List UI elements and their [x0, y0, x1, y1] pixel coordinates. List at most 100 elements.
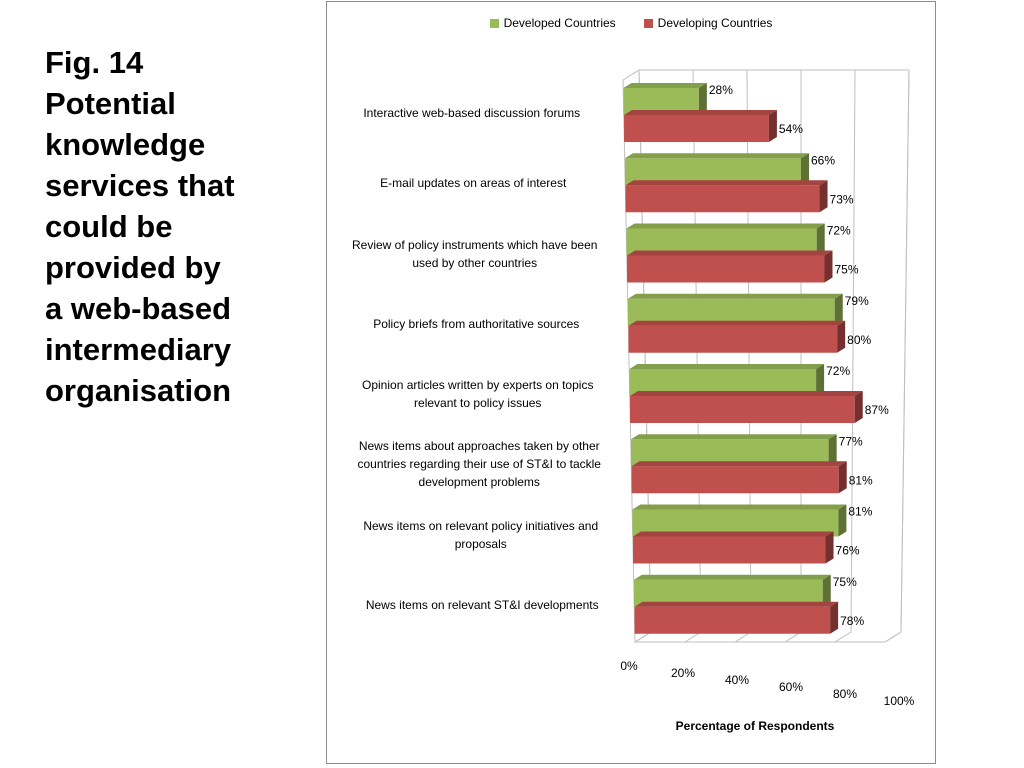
slide-title-line: a web-based — [45, 291, 232, 326]
legend-item-developed: Developed Countries — [489, 16, 616, 30]
category-label-line: News items on relevant policy initiative… — [363, 518, 599, 533]
data-label: 81% — [849, 473, 873, 487]
slide-title-line: Fig. 14 — [45, 45, 144, 80]
category-label-line: used by other countries — [412, 255, 538, 270]
slide-title-line: knowledge — [45, 127, 206, 162]
category-label-line: Interactive web-based discussion forums — [363, 106, 581, 120]
bar-top-face — [631, 461, 847, 467]
category-label-line: development problems — [418, 475, 540, 490]
bar-developing — [634, 606, 831, 634]
category-label-line: Review of policy instruments which have … — [352, 237, 598, 252]
bar-side-face — [816, 364, 825, 396]
bar-developing — [633, 536, 826, 564]
gridline — [884, 69, 910, 643]
bar-top-face — [633, 531, 834, 537]
bar-side-face — [834, 293, 843, 326]
category-label: Interactive web-based discussion forums — [332, 104, 612, 122]
category-label: Review of policy instruments which have … — [335, 236, 615, 272]
bar-side-face — [854, 391, 863, 423]
category-label: News items on relevant ST&I developments — [342, 596, 622, 614]
bar-side-face — [824, 250, 833, 283]
data-label: 66% — [811, 153, 835, 167]
bar-side-face — [830, 601, 839, 634]
category-label: News items on relevant policy initiative… — [341, 517, 621, 553]
bar-top-face — [633, 574, 831, 580]
x-tick-label: 100% — [884, 694, 915, 708]
x-tick-label: 80% — [833, 687, 857, 701]
bar-developing — [625, 185, 820, 213]
slide-title: Fig. 14 Potential knowledge services that co… — [45, 42, 310, 411]
bar-top-face — [630, 391, 863, 396]
category-label-line: Policy briefs from authoritative sources — [373, 316, 580, 331]
bar-top-face — [624, 110, 777, 115]
bar-developing — [631, 466, 839, 494]
bar-top-face — [630, 434, 837, 440]
bar-top-face — [623, 83, 707, 88]
bar-developing — [630, 396, 855, 423]
bar-side-face — [837, 320, 846, 353]
x-tick-label: 20% — [671, 666, 695, 680]
chart-legend: Developed Countries Developing Countries — [327, 16, 935, 30]
slide-title-line: could be — [45, 209, 173, 244]
bar-top-face — [626, 223, 825, 229]
legend-label-developing: Developing Countries — [657, 16, 773, 30]
legend-swatch-developed — [489, 18, 499, 28]
category-label-line: relevant to policy issues — [414, 396, 542, 410]
bar-top-face — [632, 504, 847, 510]
bar-side-face — [838, 461, 847, 494]
data-label: 81% — [848, 505, 872, 519]
category-label: Opinion articles written by experts on t… — [338, 376, 618, 412]
data-label: 75% — [834, 263, 858, 277]
bar-developing — [627, 255, 825, 283]
legend-swatch-developing — [643, 18, 653, 28]
data-label: 76% — [836, 544, 860, 558]
legend-item-developing: Developing Countries — [643, 16, 773, 30]
bar-top-face — [627, 250, 833, 256]
slide-title-line: Potential — [45, 86, 176, 121]
legend-label-developed: Developed Countries — [503, 16, 616, 30]
data-label: 73% — [830, 192, 854, 206]
slide-title-line: provided by — [45, 250, 221, 285]
x-axis-title: Percentage of Respondents — [675, 719, 835, 733]
category-label-line: proposals — [454, 536, 507, 551]
bar-top-face — [627, 293, 843, 299]
category-label-line: countries regarding their use of ST&I to… — [357, 457, 601, 472]
x-tick-label: 40% — [725, 673, 749, 687]
category-label-line: News items about approaches taken by oth… — [358, 439, 600, 454]
data-label: 77% — [839, 434, 863, 448]
category-label-line: Opinion articles written by experts on t… — [362, 378, 594, 392]
data-label: 80% — [847, 333, 871, 347]
bar-side-face — [819, 180, 828, 213]
bar-side-face — [828, 434, 837, 467]
bar-developing — [624, 115, 769, 142]
bar-developing — [628, 325, 838, 353]
data-label: 75% — [833, 575, 857, 589]
slide-title-line: organisation — [45, 373, 232, 408]
bar-side-face — [822, 574, 831, 607]
x-tick-label: 0% — [620, 659, 638, 673]
bar-side-face — [825, 531, 834, 564]
x-tick-label: 60% — [779, 680, 803, 694]
bar-top-face — [628, 320, 846, 326]
data-label: 79% — [845, 294, 869, 308]
bar-top-face — [629, 364, 825, 369]
category-label: Policy briefs from authoritative sources — [336, 315, 616, 333]
data-label: 78% — [840, 614, 864, 628]
data-label: 87% — [865, 403, 889, 417]
bar-side-face — [816, 223, 825, 256]
data-label: 54% — [779, 122, 803, 136]
data-label: 72% — [826, 364, 850, 378]
bar-top-face — [634, 601, 839, 607]
category-label: E-mail updates on areas of interest — [333, 174, 613, 192]
bar-side-face — [838, 504, 847, 537]
chart-plot: 0% 20% 40% 60% 80% 100% 28% 54% 66% 73% 72% 75% 79% 8… — [620, 69, 915, 708]
slide-title-line: services that — [45, 168, 235, 203]
category-label: News items about approaches taken by oth… — [339, 437, 619, 491]
bar-side-face — [768, 110, 777, 142]
chart-frame: Developed Countries Developing Countries… — [326, 1, 936, 764]
category-label-line: E-mail updates on areas of interest — [380, 176, 567, 191]
bar-side-face — [801, 153, 810, 186]
data-label: 72% — [827, 224, 851, 238]
gridline — [834, 69, 856, 643]
slide-title-line: intermediary — [45, 332, 232, 367]
